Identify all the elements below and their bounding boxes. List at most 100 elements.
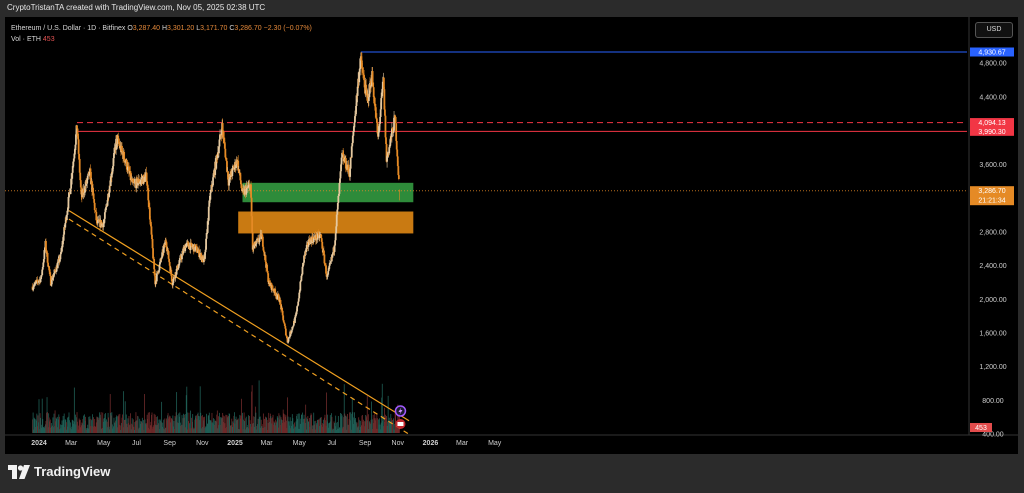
volume-bar [102,412,104,433]
volume-bar [309,418,310,433]
candle-body [34,282,37,283]
volume-bar [76,417,77,433]
volume-bar [346,416,348,433]
volume-bar [204,428,206,433]
volume-bar [49,419,51,433]
candle-body [67,208,69,211]
volume-bar [294,422,295,433]
candle-body [71,172,74,179]
green-zone[interactable] [242,182,414,203]
candle-body [363,80,366,88]
chart-area[interactable]: 400.00 800.00 1,200.00 1,600.00 2,000.00 2,40… [5,17,1018,454]
candle-body [294,315,297,318]
volume-bar [122,414,123,433]
volume-bar [372,414,374,433]
candle-body [301,266,304,275]
candle-body [392,130,395,133]
volume-bar [190,410,191,433]
candle-body [86,179,89,183]
volume-bar [317,420,319,433]
legend-open: 3,287.40 [132,25,161,32]
orange-zone[interactable] [238,211,414,234]
volume-bar [164,427,166,433]
candle-body [230,172,233,176]
candle-body [168,258,171,262]
volume-bar [334,426,336,433]
candle-body [131,180,134,182]
volume-bar [155,424,157,433]
volume-bar [314,421,316,433]
volume-bar [54,426,55,433]
candle-body [308,239,311,243]
candle-body [351,135,354,144]
candle-body [283,323,286,326]
price-chart[interactable]: 400.00 800.00 1,200.00 1,600.00 2,000.00 2,40… [5,17,1018,454]
volume-bar [261,426,263,433]
volume-bar [384,422,386,433]
volume-bar [347,424,349,433]
volume-bar [70,429,72,433]
candle-body [146,181,149,186]
volume-bar [57,419,59,433]
volume-bar [98,418,100,433]
volume-bar [286,428,288,433]
volume-bar [310,415,311,433]
candle-body [132,180,135,183]
volume-bar [202,417,204,433]
volume-bar [206,413,208,433]
volume-bar [72,423,74,433]
volume-bar [300,414,302,433]
volume-bar [140,423,142,433]
volume-bar [279,419,280,433]
candle-body [354,116,356,123]
volume-bar [241,398,242,433]
volume-bar [184,414,186,433]
volume-bar [356,422,358,433]
volume-bar [75,414,76,433]
volume-bar [155,417,157,433]
volume-bar [73,387,75,433]
volume-bar [392,423,394,433]
volume-bar [244,421,246,433]
volume-bar [185,427,187,433]
trendline-solid[interactable] [68,210,410,422]
candle-body [349,157,352,169]
candle-body [45,240,47,251]
candle-body [41,267,44,270]
candle-body [397,166,400,176]
volume-bar [287,416,289,433]
candle-body [84,185,86,193]
candle-body [53,269,56,274]
candle-body [212,174,215,178]
candle-body [301,274,303,276]
candle-body [196,252,199,254]
candle-body [211,185,214,187]
volume-bar [292,428,294,433]
volume-bar [82,418,84,433]
legend-change: −2.30 (−0.07%) [263,25,312,32]
candle-body [389,135,392,141]
candle-body [174,272,177,279]
candle-body [49,275,52,286]
volume-bar [338,428,340,433]
volume-bar [382,420,384,433]
volume-bar [175,412,177,433]
volume-bar [359,429,361,433]
volume-bar [163,419,165,433]
volume-bar [217,428,219,433]
volume-bar [271,423,273,433]
volume-bar [219,412,220,433]
candle-body [35,280,38,283]
volume-bar [75,424,77,433]
y-tick-label: 400.00 [982,432,1004,439]
volume-bar [87,428,89,433]
candle-body [61,247,63,248]
currency-button[interactable]: USD [975,22,1013,38]
volume-bar [116,427,118,433]
volume-bar [364,421,366,433]
countdown-text: 21:21:34 [978,198,1005,205]
volume-bar [136,420,138,433]
trendline-dashed[interactable] [68,218,410,435]
legend-volume: Vol · ETH 453 [11,36,55,43]
volume-bar [116,415,118,433]
